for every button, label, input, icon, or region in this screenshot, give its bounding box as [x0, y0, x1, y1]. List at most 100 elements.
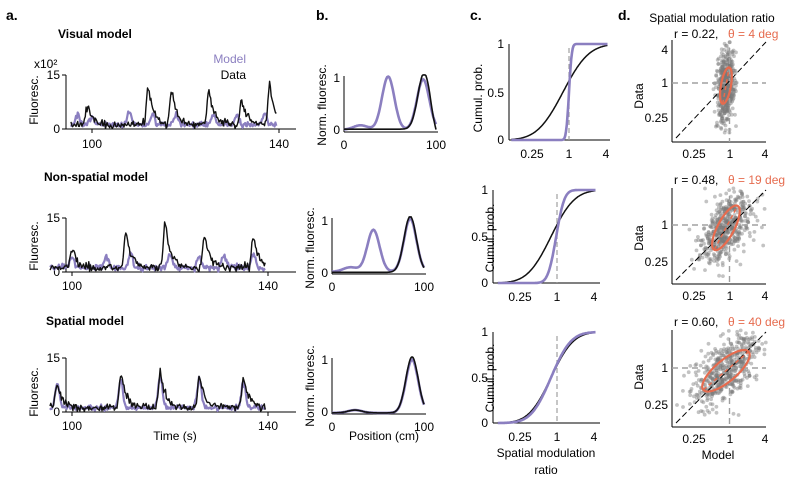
col-d-ytick-1: 1	[661, 76, 668, 90]
chart-marks	[49, 40, 768, 427]
scatter-point	[725, 371, 730, 376]
scatter-point	[730, 97, 735, 102]
scatter-point	[738, 201, 743, 206]
scatter-point	[747, 345, 752, 350]
scatter-point	[720, 68, 724, 72]
col-d-ytick-025: 0.25	[645, 255, 669, 269]
col-d-ylabel: Data	[632, 225, 646, 251]
scatter-point	[720, 398, 725, 403]
scatter-point	[740, 360, 745, 364]
scatter-point	[745, 194, 750, 199]
scatter-point	[725, 63, 730, 67]
scatter-point	[733, 235, 737, 240]
scatter-point	[681, 389, 685, 393]
scatter-point	[706, 378, 710, 383]
scatter-point	[720, 97, 725, 101]
scatter-point	[722, 130, 727, 135]
scatter-point	[715, 211, 720, 215]
scatter-point	[719, 225, 724, 230]
scatter-point	[736, 378, 740, 383]
scatter-point	[731, 382, 735, 387]
scatter-point	[709, 233, 713, 238]
scatter-point	[738, 189, 743, 194]
scatter-point	[724, 198, 729, 203]
scatter-point	[721, 59, 726, 64]
scatter-point	[725, 52, 730, 57]
scatter-point	[681, 405, 685, 409]
scatter-point	[718, 211, 723, 216]
scatter-point	[739, 189, 744, 194]
scatter-point	[725, 108, 730, 113]
scatter-point	[729, 219, 734, 224]
scatter-point	[695, 393, 700, 397]
scatter-point	[731, 347, 735, 351]
scatter-point	[716, 62, 721, 66]
scatter-point	[719, 125, 723, 130]
scatter-point	[720, 64, 725, 69]
scatter-point	[760, 342, 765, 346]
scatter-point	[715, 68, 719, 73]
scatter-point	[713, 357, 718, 362]
scatter-point	[719, 387, 724, 392]
scatter-point	[739, 362, 744, 366]
scatter-point	[727, 40, 732, 45]
scatter-point	[710, 394, 714, 398]
scatter-point	[706, 241, 711, 246]
scatter-point	[724, 359, 729, 363]
scatter-point	[723, 57, 728, 61]
scatter-point	[730, 361, 734, 365]
scatter-point	[708, 402, 713, 406]
scatter-point	[709, 248, 713, 253]
scatter-point	[719, 208, 723, 212]
scatter-point	[725, 58, 730, 63]
col-c-xlabel-line2: ratio	[534, 463, 558, 477]
scatter-point	[702, 227, 706, 231]
scatter-point	[721, 54, 726, 59]
scatter-point	[699, 377, 704, 382]
scatter-point	[715, 358, 720, 363]
scatter-point	[742, 206, 747, 210]
scatter-point	[718, 355, 723, 360]
scatter-point	[716, 356, 721, 361]
col-c-xtick-025: 0.25	[508, 430, 532, 444]
scatter-point	[736, 380, 741, 384]
scatter-point	[720, 69, 724, 74]
scatter-point	[747, 342, 751, 346]
col-b-xtick-0: 0	[341, 138, 348, 152]
scatter-point	[720, 227, 725, 232]
scatter-point	[737, 355, 742, 360]
col-a-ytick-top: 15	[47, 351, 61, 365]
scatter-point	[714, 373, 719, 378]
scatter-point	[732, 93, 736, 98]
scatter-point	[711, 219, 715, 224]
col-a-xtick-100: 100	[82, 137, 102, 151]
col-c-xtick-025: 0.25	[508, 290, 532, 304]
scatter-point	[722, 377, 727, 381]
scatter-point	[718, 381, 723, 386]
scatter-point	[725, 116, 730, 121]
scatter-point	[728, 374, 733, 379]
scatter-point	[713, 194, 717, 199]
scatter-point	[737, 225, 742, 230]
scatter-point	[724, 206, 728, 211]
scatter-point	[749, 209, 753, 213]
scatter-point	[740, 359, 745, 364]
scatter-point	[714, 236, 719, 241]
scatter-point	[720, 361, 724, 366]
scatter-point	[731, 242, 735, 247]
scatter-point	[719, 72, 723, 77]
col-c-ytick-0: 0	[481, 276, 488, 290]
scatter-point	[696, 235, 700, 239]
col-c-ytick-1: 1	[497, 37, 504, 51]
scatter-point	[748, 343, 753, 348]
panel-label-d: d.	[618, 7, 630, 23]
scatter-point	[748, 344, 752, 349]
scatter-point	[716, 62, 721, 66]
col-a-xlabel: Time (s)	[153, 429, 197, 443]
col-a-row1-axes: Fluoresc. 15 0 100 140	[27, 68, 296, 151]
scatter-point	[713, 93, 717, 97]
scatter-point	[730, 92, 735, 96]
scatter-point	[727, 241, 732, 246]
scatter-point	[757, 346, 762, 351]
scatter-point	[688, 389, 693, 394]
